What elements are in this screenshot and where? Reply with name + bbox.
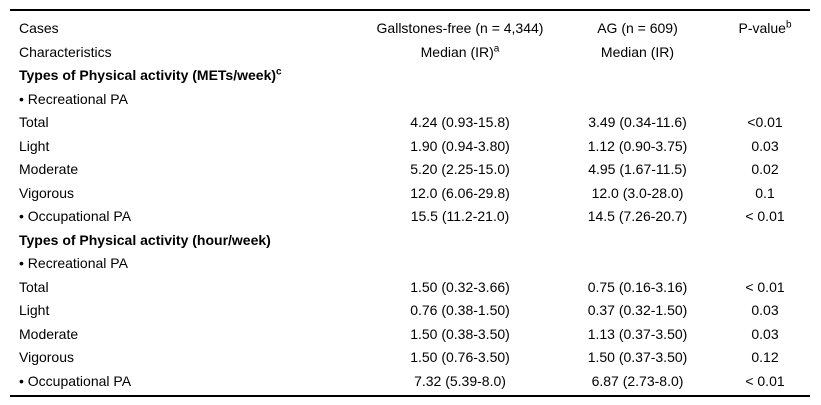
row-label: Total (19, 114, 49, 130)
gallstones-value: 1.90 (0.94-3.80) (410, 137, 510, 154)
ag-value: 1.50 (0.37-3.50) (587, 349, 688, 365)
section-row-mets: Types of Physical activity (METs/week)c (10, 64, 810, 88)
p-value: 0.1 (755, 184, 775, 201)
section-title: Types of Physical activity (METs/week)c (10, 64, 810, 88)
ag-value: 6.87 (2.73-8.0) (591, 372, 684, 389)
row-label: • Occupational PA (19, 372, 132, 389)
gallstones-value: 0.76 (0.38-1.50) (410, 302, 510, 318)
section-title: Types of Physical activity (hour/week) (10, 229, 810, 253)
p-value: <0.01 (747, 114, 783, 130)
gallstones-value: 7.32 (5.39-8.0) (414, 372, 506, 389)
data-row-vigorous-hours: Vigorous 1.50 (0.76-3.50) 1.50 (0.37-3.5… (10, 346, 810, 370)
data-row-light-hours: Light 0.76 (0.38-1.50) 0.37 (0.32-1.50) … (10, 299, 810, 323)
ag-value: 0.37 (0.32-1.50) (587, 302, 688, 318)
section-title-text: Types of Physical activity (hour/week) (19, 231, 271, 248)
subsection-label: • Recreational PA (19, 255, 128, 271)
data-row-occupational-mets: • Occupational PA 15.5 (11.2-21.0) 14.5 … (10, 205, 810, 229)
header-characteristics: Characteristics (19, 43, 112, 60)
p-value: < 0.01 (745, 278, 785, 295)
header-row-measures: Characteristics Median (IR)a Median (IR) (10, 41, 810, 65)
median-ir-label: Median (IR) (420, 43, 494, 60)
header-p-value: P-valueb (720, 10, 810, 41)
gallstones-value: 4.24 (0.93-15.8) (410, 114, 510, 130)
p-value: < 0.01 (745, 208, 785, 224)
footnote-marker-c: c (276, 66, 282, 78)
p-value: 0.03 (751, 137, 779, 154)
row-label: Light (19, 137, 50, 154)
row-label: Vigorous (19, 184, 75, 201)
gallstones-value: 15.5 (11.2-21.0) (410, 208, 510, 224)
subsection-label: • Recreational PA (19, 90, 128, 107)
header-ag-median: Median (IR) (600, 43, 675, 60)
document-page: Cases Gallstones-free (n = 4,344) AG (n … (10, 9, 810, 397)
gallstones-value: 12.0 (6.06-29.8) (410, 184, 510, 201)
data-row-total-mets: Total 4.24 (0.93-15.8) 3.49 (0.34-11.6) … (10, 111, 810, 135)
row-label: Vigorous (19, 349, 75, 365)
footnote-marker-a: a (493, 42, 500, 54)
ag-value: 12.0 (3.0-28.0) (591, 184, 684, 201)
p-value: 0.03 (751, 325, 779, 342)
data-row-moderate-mets: Moderate 5.20 (2.25-15.0) 4.95 (1.67-11.… (10, 158, 810, 182)
ag-value: 1.13 (0.37-3.50) (587, 325, 688, 342)
footnote-marker-b: b (785, 19, 792, 31)
data-row-light-mets: Light 1.90 (0.94-3.80) 1.12 (0.90-3.75) … (10, 135, 810, 159)
gallstones-value: 5.20 (2.25-15.0) (410, 161, 510, 177)
subsection-row-recreational: • Recreational PA (10, 252, 810, 276)
gallstones-value: 1.50 (0.32-3.66) (410, 278, 510, 295)
row-label: Light (19, 302, 50, 318)
gallstones-value: 1.50 (0.76-3.50) (410, 349, 510, 365)
header-empty-cell (720, 41, 810, 65)
header-gallstones-median: Median (IR)a (365, 41, 555, 65)
row-label: Total (19, 278, 49, 295)
data-row-occupational-hours: • Occupational PA 7.32 (5.39-8.0) 6.87 (… (10, 370, 810, 397)
physical-activity-table: Cases Gallstones-free (n = 4,344) AG (n … (10, 9, 810, 397)
section-row-hours: Types of Physical activity (hour/week) (10, 229, 810, 253)
ag-value: 4.95 (1.67-11.5) (588, 161, 687, 177)
p-value-label: P-value (738, 20, 786, 36)
p-value: 0.12 (751, 349, 779, 365)
header-row-groups: Cases Gallstones-free (n = 4,344) AG (n … (10, 10, 810, 41)
data-row-moderate-hours: Moderate 1.50 (0.38-3.50) 1.13 (0.37-3.5… (10, 323, 810, 347)
p-value: 0.02 (751, 161, 779, 177)
p-value: < 0.01 (745, 372, 785, 389)
header-ag-group: AG (n = 609) (597, 20, 678, 36)
row-label: Moderate (19, 325, 79, 342)
section-title-text: Types of Physical activity (METs/week) (19, 67, 277, 83)
data-row-total-hours: Total 1.50 (0.32-3.66) 0.75 (0.16-3.16) … (10, 276, 810, 300)
ag-value: 14.5 (7.26-20.7) (587, 208, 688, 224)
header-cases: Cases (19, 20, 59, 36)
data-row-vigorous-mets: Vigorous 12.0 (6.06-29.8) 12.0 (3.0-28.0… (10, 182, 810, 206)
ag-value: 3.49 (0.34-11.6) (588, 114, 687, 130)
subsection-row-recreational: • Recreational PA (10, 88, 810, 112)
gallstones-value: 1.50 (0.38-3.50) (410, 325, 510, 342)
header-gallstones-free-group: Gallstones-free (n = 4,344) (376, 20, 544, 36)
row-label: • Occupational PA (19, 208, 132, 224)
ag-value: 0.75 (0.16-3.16) (587, 278, 688, 295)
row-label: Moderate (19, 161, 79, 177)
ag-value: 1.12 (0.90-3.75) (587, 137, 688, 154)
p-value: 0.03 (751, 302, 779, 318)
